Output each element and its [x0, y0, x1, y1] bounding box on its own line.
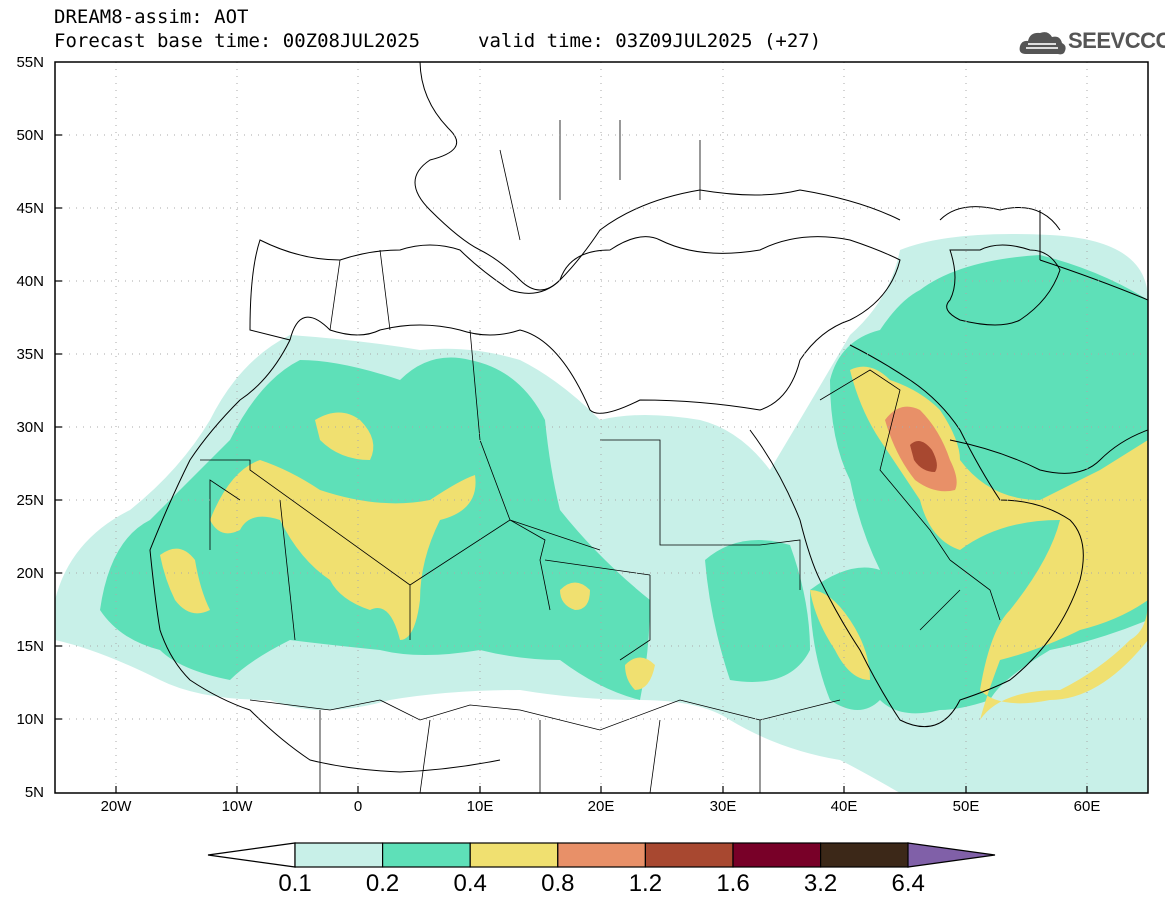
colorbar-swatch [294, 842, 384, 868]
lat-label: 40N [16, 273, 44, 290]
colorbar-label: 3.2 [803, 870, 838, 897]
colorbar-high-arrow [907, 842, 996, 868]
colorbar-swatch [382, 842, 471, 868]
colorbar-label: 0.1 [278, 870, 312, 897]
lon-label: 60E [1073, 798, 1101, 815]
aot-band-1.2 [910, 441, 937, 472]
lat-label: 25N [16, 492, 44, 509]
lon-label: 10W [221, 798, 253, 815]
lon-label: 20E [587, 798, 615, 815]
lat-label: 10N [16, 711, 44, 728]
lat-label: 20N [16, 565, 44, 582]
colorbar-swatch [644, 842, 734, 868]
lat-label: 15N [16, 638, 44, 655]
lat-label: 50N [16, 127, 44, 144]
colorbar-label: 0.8 [541, 870, 575, 897]
map-title: DREAM8-assim: AOT [54, 6, 249, 28]
lon-label: 30E [709, 798, 737, 815]
lon-label: 10E [466, 798, 494, 815]
colorbar-swatch [732, 842, 822, 868]
lat-label: 45N [16, 200, 44, 217]
lon-label: 0 [353, 798, 363, 815]
forecast-base-time: Forecast base time: 00Z08JUL2025 [54, 30, 421, 52]
cloud-icon [1019, 32, 1066, 55]
colorbar-label: 6.4 [891, 870, 925, 897]
logo-text: SEEVCCC [1068, 28, 1165, 53]
colorbar-label: 1.2 [628, 870, 663, 897]
lon-label: 40E [830, 798, 858, 815]
lat-lon-grid [55, 62, 1148, 793]
colorbar-swatch [469, 842, 559, 868]
colorbar-swatch [557, 842, 646, 868]
seevccc-logo: SEEVCCC [1018, 24, 1165, 60]
lon-label: 20W [100, 798, 132, 815]
colorbar-swatch [819, 842, 909, 868]
axis-ticks [55, 134, 1088, 793]
colorbar-low-arrow [207, 842, 296, 868]
colorbar-label: 0.4 [453, 870, 487, 897]
lat-label: 30N [16, 419, 44, 436]
country-borders [200, 120, 1001, 793]
colorbar-label: 1.6 [716, 870, 750, 897]
coastlines [149, 62, 1148, 773]
lat-label: 5N [24, 784, 44, 801]
lon-label: 50E [952, 798, 980, 815]
valid-time: valid time: 03Z09JUL2025 (+27) [478, 30, 822, 52]
lat-label: 55N [16, 54, 44, 71]
colorbar-label: 0.2 [365, 870, 400, 897]
lat-label: 35N [16, 346, 44, 363]
